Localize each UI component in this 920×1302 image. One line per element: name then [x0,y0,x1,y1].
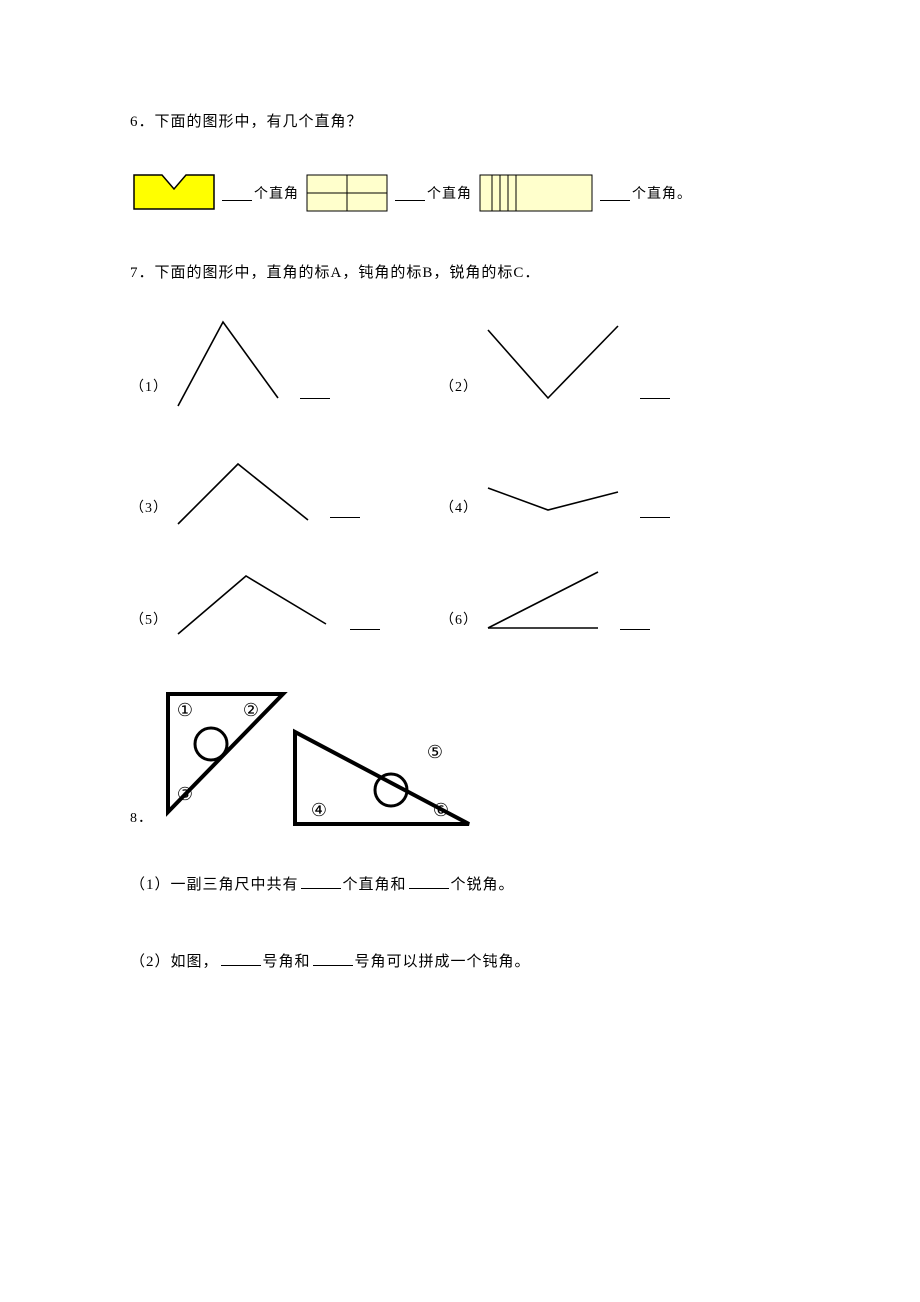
q7-angle-6 [478,566,618,642]
q8-sub1-blank-1[interactable] [301,874,341,889]
q7-prompt: 7．下面的图形中，直角的标A，钝角的标B，锐角的标C． [130,261,790,282]
q8-sub2-b: 号角和 [263,954,311,970]
q8-mark-6: ⑥ [433,800,449,820]
q6-prompt: 6．下面的图形中，有几个直角？ [130,110,790,131]
q7-label-1: （1） [130,376,168,396]
q7-blank-3[interactable] [330,503,360,518]
q8-sub2-a: （2）如图， [130,954,219,970]
q7-blank-5[interactable] [350,615,380,630]
q7-item-2: （2） [440,316,672,416]
q7-angle-1 [168,316,298,416]
q7-label-2: （2） [440,376,478,396]
q8-sub2-blank-2[interactable] [313,951,353,966]
q6-shape-3 [476,171,598,215]
q7-blank-1[interactable] [300,384,330,399]
q7-label-5: （5） [130,609,168,629]
q7-angle-5 [168,566,348,642]
q8-sub2: （2）如图， 号角和 号角可以拼成一个钝角。 [130,950,790,971]
q8-sub1-b: 个直角和 [343,877,407,893]
q8-mark-2: ② [243,700,259,720]
q7-item-1: （1） [130,316,440,416]
q8-triangles: ① ② ③ ④ ⑤ ⑥ [153,682,483,837]
q7-item-3: （3） [130,452,440,532]
q8-sub2-c: 号角可以拼成一个钝角。 [355,954,531,970]
q8-mark-1: ① [177,700,193,720]
q7-row-3: （5） （6） [130,566,790,642]
q6-shape-1 [130,171,220,215]
q7-blank-6[interactable] [620,615,650,630]
q7-blank-4[interactable] [640,503,670,518]
q7-label-4: （4） [440,497,478,517]
q6-shape-2 [303,171,393,215]
q8-figure-row: 8． ① ② ③ ④ ⑤ ⑥ [130,682,790,837]
q7-label-6: （6） [440,609,478,629]
q8-number: 8． [130,807,153,827]
q7-angle-4 [478,452,638,532]
q7-item-6: （6） [440,566,652,642]
q8-mark-4: ④ [311,800,327,820]
q7-label-3: （3） [130,497,168,517]
q8-sub1-blank-2[interactable] [409,874,449,889]
q7-blank-2[interactable] [640,384,670,399]
q8-mark-5: ⑤ [427,742,443,762]
q8-sub1: （1）一副三角尺中共有 个直角和 个锐角。 [130,873,790,894]
q8-sub1-a: （1）一副三角尺中共有 [130,877,299,893]
q7-angle-2 [478,316,638,416]
q6-unit-3: 个直角。 [632,183,692,203]
q7-item-5: （5） [130,566,440,642]
q8-mark-3: ③ [177,784,193,804]
q6-unit-1: 个直角 [254,183,299,203]
q8-sub1-c: 个锐角。 [451,877,515,893]
q6-unit-2: 个直角 [427,183,472,203]
q7-angle-3 [168,452,328,532]
q6-blank-1[interactable] [222,186,252,201]
q6-blank-3[interactable] [600,186,630,201]
q8-sub2-blank-1[interactable] [221,951,261,966]
q7-row-1: （1） （2） [130,316,790,416]
q7-item-4: （4） [440,452,672,532]
worksheet-page: 6．下面的图形中，有几个直角？ 个直角 个直角 个直角。 7．下面的图形中，直角… [0,0,920,1302]
q6-blank-2[interactable] [395,186,425,201]
q7-row-2: （3） （4） [130,452,790,532]
q6-figures-row: 个直角 个直角 个直角。 [130,171,790,215]
